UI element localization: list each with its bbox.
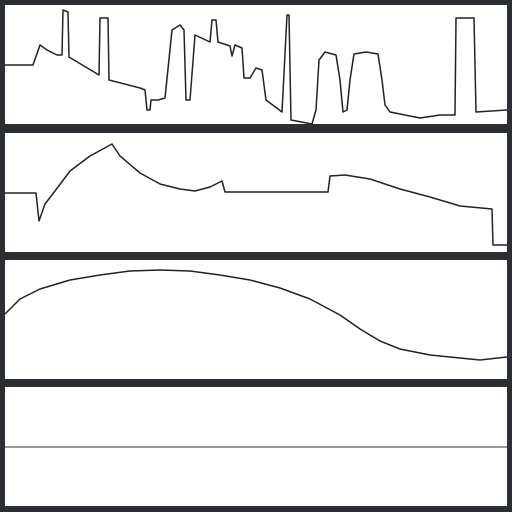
line (5, 143, 507, 246)
panel (5, 5, 507, 124)
line (4, 269, 508, 361)
panel (5, 260, 507, 379)
line (5, 9, 508, 125)
